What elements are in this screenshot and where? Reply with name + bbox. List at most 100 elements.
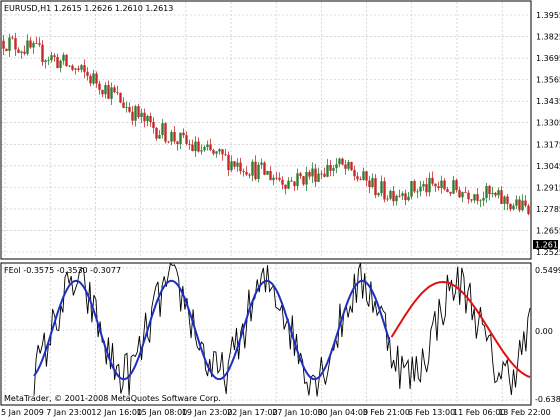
candle-body [116, 92, 119, 93]
candle-body [302, 176, 305, 185]
candle-body [44, 60, 47, 63]
candle-body [347, 162, 350, 169]
price-chart[interactable]: EURUSD,H1 1.2615 1.2626 1.2610 1.2613 1.… [0, 0, 560, 260]
candle-body [8, 37, 11, 51]
current-price-label: 1.2613 [535, 241, 560, 250]
candle-body [332, 168, 335, 171]
price-axis-label: 1.3045 [536, 162, 560, 171]
candle-body [197, 141, 200, 152]
candle-body [425, 184, 428, 193]
candle-body [506, 196, 509, 204]
candle-body [416, 191, 419, 193]
candle-body [86, 71, 89, 76]
candle-body [260, 162, 263, 165]
candle-body [101, 89, 104, 95]
candle-body [128, 107, 131, 112]
candle-body [269, 171, 272, 181]
candle-body [47, 60, 50, 61]
candle-body [80, 65, 83, 70]
candle-body [158, 134, 161, 139]
candle-body [254, 161, 257, 179]
candle-body [479, 200, 482, 202]
candle-body [464, 192, 467, 193]
candle-body [272, 177, 275, 181]
candle-body [407, 196, 410, 201]
candle-body [497, 190, 500, 196]
candle-body [212, 150, 215, 154]
candle-body [182, 132, 185, 136]
price-axis-label: 1.2785 [536, 205, 560, 214]
candle-body [119, 92, 122, 103]
indicator-forecast-line [390, 280, 531, 378]
copyright-label: MetaTrader, © 2001-2008 MetaQuotes Softw… [4, 394, 221, 403]
symbol-header: EURUSD,H1 1.2615 1.2626 1.2610 1.2613 [4, 4, 173, 13]
candle-body [53, 55, 56, 58]
candle-body [263, 162, 266, 175]
candle-body [221, 149, 224, 155]
candle-body [335, 164, 338, 169]
candle-body [473, 194, 476, 201]
candle-body [437, 186, 440, 189]
candle-body [338, 158, 341, 165]
candle-body [404, 193, 407, 201]
candle-body [509, 203, 512, 210]
candle-body [392, 190, 395, 202]
candle-body [236, 162, 239, 167]
candle-body [362, 171, 365, 180]
candle-body [239, 162, 242, 172]
indicator-axis-top: 0.5499 [535, 266, 560, 275]
time-axis-label: 7 Jan 23:00 [46, 408, 92, 417]
candle-body [146, 115, 149, 122]
candle-body [17, 49, 20, 53]
candle-body [470, 199, 473, 201]
candle-body [449, 191, 452, 194]
candle-body [293, 181, 296, 187]
candle-body [245, 172, 248, 175]
candle-body [299, 173, 302, 177]
indicator-window[interactable]: FEol -0.3575 -0.3530 -0.3077 0.5499 0.00… [0, 262, 560, 406]
candle-body [311, 168, 314, 177]
candle-body [284, 184, 287, 189]
candle-body [179, 132, 182, 144]
candle-body [188, 143, 191, 145]
price-axis-label: 1.2525 [536, 248, 560, 257]
candle-body [419, 186, 422, 192]
candle-body [38, 43, 41, 45]
candle-body [395, 195, 398, 202]
candle-body [356, 176, 359, 180]
candle-body [428, 177, 431, 193]
time-axis-label: 19 Jan 23:00 [182, 408, 233, 417]
time-axis-label: 11 Feb 06:00 [453, 408, 505, 417]
candle-body [512, 205, 515, 210]
candle-body [92, 73, 95, 84]
candle-body [68, 65, 71, 67]
candle-body [482, 198, 485, 201]
price-axis-label: 1.3695 [536, 54, 560, 63]
candle-body [344, 164, 347, 169]
candle-body [170, 132, 173, 142]
price-axis-label: 1.2655 [536, 226, 560, 235]
candle-body [476, 194, 479, 201]
indicator-fit-line [33, 279, 391, 381]
candle-body [287, 180, 290, 189]
candle-body [383, 181, 386, 200]
candle-body [248, 174, 251, 176]
time-axis-label: 15 Jan 08:00 [137, 408, 188, 417]
time-axis-label: 12 Jan 16:00 [91, 408, 142, 417]
candle-body [77, 68, 80, 70]
candle-body [500, 190, 503, 204]
candle-body [398, 195, 401, 197]
indicator-axis-bottom: -0.6383 [535, 395, 560, 404]
candle-body [206, 144, 209, 148]
candle-body [413, 181, 416, 192]
candle-body [209, 144, 212, 151]
candle-body [59, 60, 62, 68]
candle-body [488, 186, 491, 195]
candle-body [215, 151, 218, 154]
candle-body [431, 177, 434, 184]
current-price-badge: 1.2613 [533, 240, 560, 250]
candle-body [455, 180, 458, 191]
candle-body [308, 171, 311, 177]
price-axis-label: 1.3565 [536, 76, 560, 85]
